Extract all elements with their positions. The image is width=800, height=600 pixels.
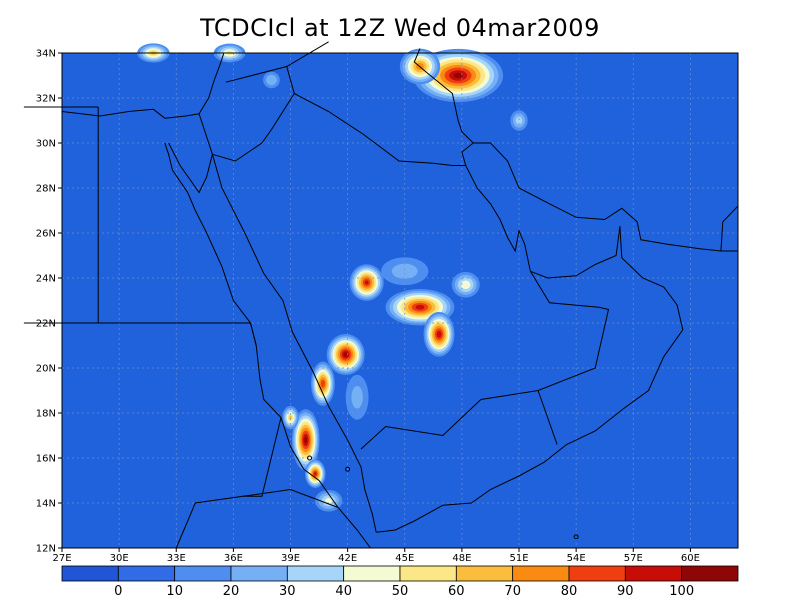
colorbar-swatch (61, 565, 119, 582)
coastline-segment (376, 226, 684, 533)
coastline-segment (286, 66, 295, 94)
cloud-feature (263, 71, 280, 89)
cloud-feature (291, 409, 320, 471)
coastlines-and-borders (23, 41, 739, 549)
latitude-axis: 12N 14N 16N 18N 20N 22N 24N 26N 28N 30N 32N 34N (36, 49, 62, 555)
x-tick-label: 60E (681, 553, 700, 564)
colorbar-swatch (286, 565, 345, 582)
y-tick-label: 20N (36, 364, 56, 375)
coastline-segment (61, 52, 225, 119)
y-tick-label: 34N (36, 49, 56, 60)
colorbar-label: 40 (335, 584, 352, 599)
coastline-segment (250, 322, 257, 346)
x-tick-label: 33E (167, 553, 186, 564)
colorbar-label: 20 (223, 584, 240, 599)
y-tick-label: 24N (36, 274, 56, 285)
cloud-feature (349, 264, 384, 301)
y-tick-label: 22N (36, 319, 56, 330)
colorbar-label: 60 (448, 584, 465, 599)
cloud-feature (423, 311, 455, 357)
colorbar-label: 100 (669, 584, 694, 599)
y-tick-label: 26N (36, 229, 56, 240)
colorbar-swatch (455, 565, 514, 582)
coastline-segment (461, 142, 621, 279)
coastline-segment (164, 142, 371, 549)
colorbar: 0 10 20 30 40 50 60 70 80 90 100 (61, 565, 739, 599)
colorbar-label: 0 (114, 584, 122, 599)
y-tick-label: 30N (36, 139, 56, 150)
cloud-feature (310, 361, 335, 406)
cloud-feature (304, 459, 326, 488)
colorbar-swatch (681, 565, 739, 582)
longitude-axis: 27E 30E 33E 36E 39E 42E 45E 48E 51E 54E 57E 60E (52, 548, 700, 564)
y-tick-label: 32N (36, 94, 56, 105)
x-tick-label: 36E (224, 553, 243, 564)
map-frame (61, 52, 739, 549)
coastline-segment (529, 271, 610, 391)
cloud-feature (510, 110, 528, 131)
cloud-feature (385, 288, 455, 326)
colorbar-swatch (568, 565, 626, 582)
cloud-feature (345, 374, 369, 420)
x-tick-label: 42E (338, 553, 357, 564)
colorbar-swatch (399, 565, 457, 582)
x-tick-label: 45E (395, 553, 414, 564)
cloud-feature (282, 405, 299, 430)
cloud-feature (451, 271, 480, 298)
x-tick-label: 27E (52, 553, 71, 564)
coastline-segment (360, 389, 558, 450)
colorbar-swatch (624, 565, 683, 582)
coastline-segment (211, 154, 377, 533)
map-title: TCDCIcl at 12Z Wed 04mar2009 (200, 14, 600, 42)
y-tick-label: 18N (36, 409, 56, 420)
colorbar-label: 80 (561, 584, 578, 599)
colorbar-swatch (174, 565, 232, 582)
y-tick-label: 16N (36, 454, 56, 465)
x-tick-label: 48E (452, 553, 471, 564)
coastline-segment (242, 417, 282, 497)
x-tick-label: 51E (509, 553, 528, 564)
x-tick-label: 57E (624, 553, 643, 564)
cloud-feature (381, 257, 429, 286)
x-tick-label: 30E (110, 553, 129, 564)
colorbar-label: 50 (392, 584, 409, 599)
coastline-segment (212, 92, 466, 166)
colorbar-swatch (512, 565, 570, 582)
colorbar-swatch (343, 565, 401, 582)
colorbar-swatch (117, 565, 176, 582)
coastline-segment (175, 495, 243, 549)
coastline-segment (242, 488, 339, 508)
coastline-segment (198, 113, 213, 155)
coastline-segment (168, 142, 213, 194)
colorbar-label: 70 (504, 584, 521, 599)
island (307, 455, 313, 461)
y-tick-label: 12N (36, 544, 56, 555)
island (345, 466, 351, 472)
cloud-feature (413, 48, 504, 103)
coastline-segment (473, 142, 738, 252)
cloud-feature (326, 334, 365, 375)
colorbar-label: 90 (617, 584, 634, 599)
coastline-segment (413, 48, 474, 144)
cloud-cover-field (62, 43, 738, 548)
y-tick-label: 14N (36, 499, 56, 510)
colorbar-swatch (230, 565, 288, 582)
island (573, 534, 579, 540)
colorbar-label: 10 (166, 584, 183, 599)
colorbar-label: 30 (279, 584, 296, 599)
coastline-segment (720, 205, 739, 252)
x-tick-label: 39E (281, 553, 300, 564)
y-tick-label: 28N (36, 184, 56, 195)
x-tick-label: 54E (567, 553, 586, 564)
